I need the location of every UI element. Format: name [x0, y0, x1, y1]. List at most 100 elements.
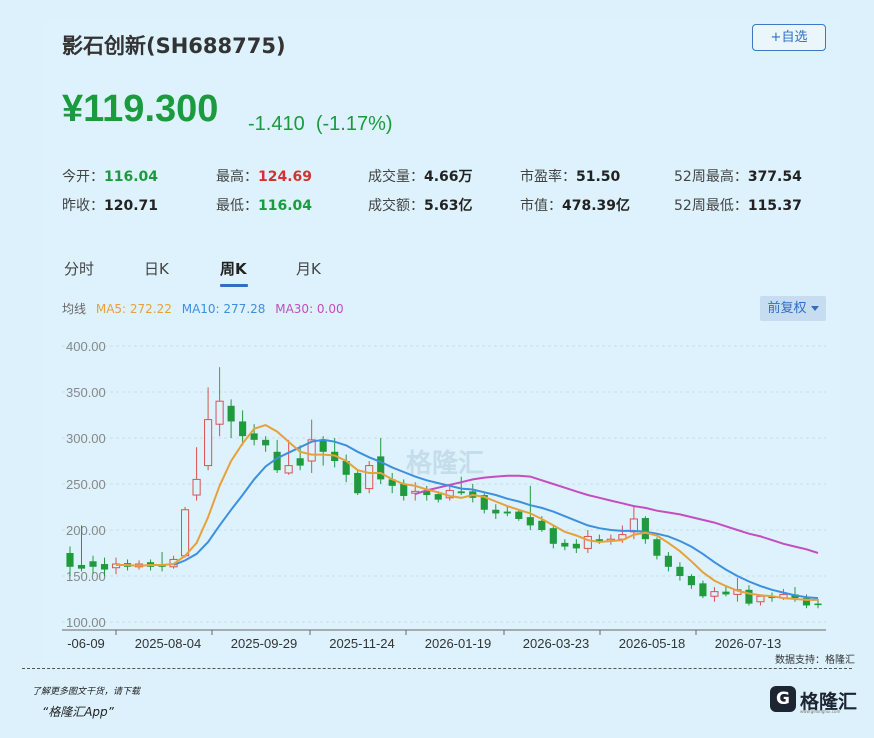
candle-body [492, 509, 500, 514]
candle-body [595, 539, 603, 542]
candle-body [273, 451, 281, 471]
y-axis-ticks: 400.00 350.00 300.00 250.00 200.00 150.00 100.… [66, 339, 106, 630]
chevron-down-icon [810, 306, 819, 311]
candle-body [526, 517, 534, 526]
candle [307, 419, 316, 473]
stat-open: 今开：116.04 [62, 169, 159, 185]
candle [158, 552, 166, 572]
candle [561, 539, 569, 551]
candle [676, 562, 684, 581]
stock-title: 影石创新(SH688775) [62, 34, 286, 58]
tab-weekly-k[interactable]: 周K [220, 260, 247, 278]
candle [388, 472, 396, 494]
candle-body [66, 553, 74, 567]
candle [342, 454, 350, 483]
ma30-value: MA30: 0.00 [275, 302, 344, 316]
stat-market-cap: 市值：478.39亿 [520, 198, 631, 214]
candle [745, 585, 753, 606]
ma10-line [173, 438, 819, 600]
candle-body [250, 433, 258, 440]
divider [22, 668, 852, 669]
candle [262, 436, 270, 452]
candle-body [423, 490, 431, 496]
candle [100, 557, 109, 576]
gelonghui-logo: G 格隆汇 www.gelonghui.com [770, 684, 860, 730]
candle [250, 424, 258, 446]
candle-body [307, 439, 316, 462]
candle [239, 410, 247, 446]
ma30-line [414, 474, 819, 554]
active-tab-indicator [220, 284, 248, 287]
candle-body [227, 405, 235, 422]
candle-body [365, 465, 374, 490]
x-axis-ticks: -06-09 2025-08-04 2025-09-29 2025-11-24 2026… [67, 630, 781, 651]
stat-volume: 成交量：4.66万 [368, 169, 473, 185]
candle [365, 461, 374, 494]
price-change: -1.410 (-1.17%) [248, 113, 393, 136]
candle [181, 507, 190, 558]
y-tick-label: 400.00 [66, 339, 106, 354]
ma5-line [116, 424, 818, 601]
candle [89, 555, 97, 575]
adjust-dropdown[interactable]: 前复权 [760, 296, 826, 321]
candle [192, 447, 201, 501]
tab-daily-k[interactable]: 日K [144, 260, 169, 278]
candle-body [215, 400, 224, 425]
candle-body [664, 555, 672, 567]
candle [492, 504, 500, 519]
stat-turnover: 成交额：5.63亿 [368, 198, 473, 214]
candle-body [457, 491, 465, 494]
change-percent: (-1.17%) [315, 113, 393, 135]
candle-body [388, 479, 396, 486]
promo-line-1: 了解更多图文干货，请下载 [32, 687, 141, 697]
candle-body [239, 421, 247, 437]
candle [526, 485, 534, 530]
logo-icon: G [770, 686, 796, 712]
candle-body [434, 494, 442, 500]
candlesticks [66, 367, 822, 609]
current-price: ¥119.300 [62, 88, 219, 130]
add-watchlist-button[interactable]: +自选 [752, 24, 826, 51]
candle-body [814, 603, 822, 606]
candle-body [653, 539, 661, 556]
candle-body [583, 535, 592, 549]
x-tick-label: 2025-09-29 [231, 636, 298, 651]
ma10-value: MA10: 277.28 [181, 302, 266, 316]
candle [710, 587, 719, 602]
tab-monthly-k[interactable]: 月K [296, 260, 321, 278]
chart-grid [62, 345, 826, 631]
stat-high: 最高：124.69 [216, 169, 313, 185]
logo-url: www.gelonghui.com [800, 709, 841, 714]
chart-watermark: 格隆汇 [406, 448, 484, 479]
ma-label: 均线 [62, 302, 87, 316]
candle-body [77, 564, 86, 569]
candle-body [480, 495, 488, 510]
candle [469, 484, 477, 503]
tab-intraday[interactable]: 分时 [64, 260, 95, 278]
candle-body [710, 591, 719, 597]
candle [699, 580, 707, 599]
weekly-k-chart: 格隆汇 400.00 350.00 300.00 250.00 200.00 150.00… [62, 339, 826, 651]
x-tick-label: -06-09 [67, 636, 105, 651]
candle [641, 516, 649, 544]
candle-body [549, 528, 557, 544]
candle-body [538, 520, 546, 530]
candle [273, 439, 281, 473]
stat-prev-close: 昨收：120.71 [62, 198, 159, 214]
candle-body [262, 439, 270, 446]
candle-body [572, 543, 580, 549]
candle [66, 546, 74, 576]
candle-body [342, 461, 350, 475]
candle [296, 445, 304, 471]
ma-legend: 均线 MA5: 272.22 MA10: 277.28 MA30: 0.00 [62, 300, 350, 317]
candle-body [561, 542, 569, 547]
candle-body [503, 511, 511, 514]
candle-body [756, 595, 765, 603]
candle [354, 470, 362, 496]
candle-body [204, 419, 213, 467]
logo-text: 格隆汇 [800, 691, 858, 713]
x-tick-label: 2025-11-24 [329, 636, 395, 651]
stat-low: 最低：116.04 [216, 198, 313, 214]
candle-body [89, 561, 97, 567]
stat-52w-high: 52周最高：377.54 [674, 169, 802, 185]
